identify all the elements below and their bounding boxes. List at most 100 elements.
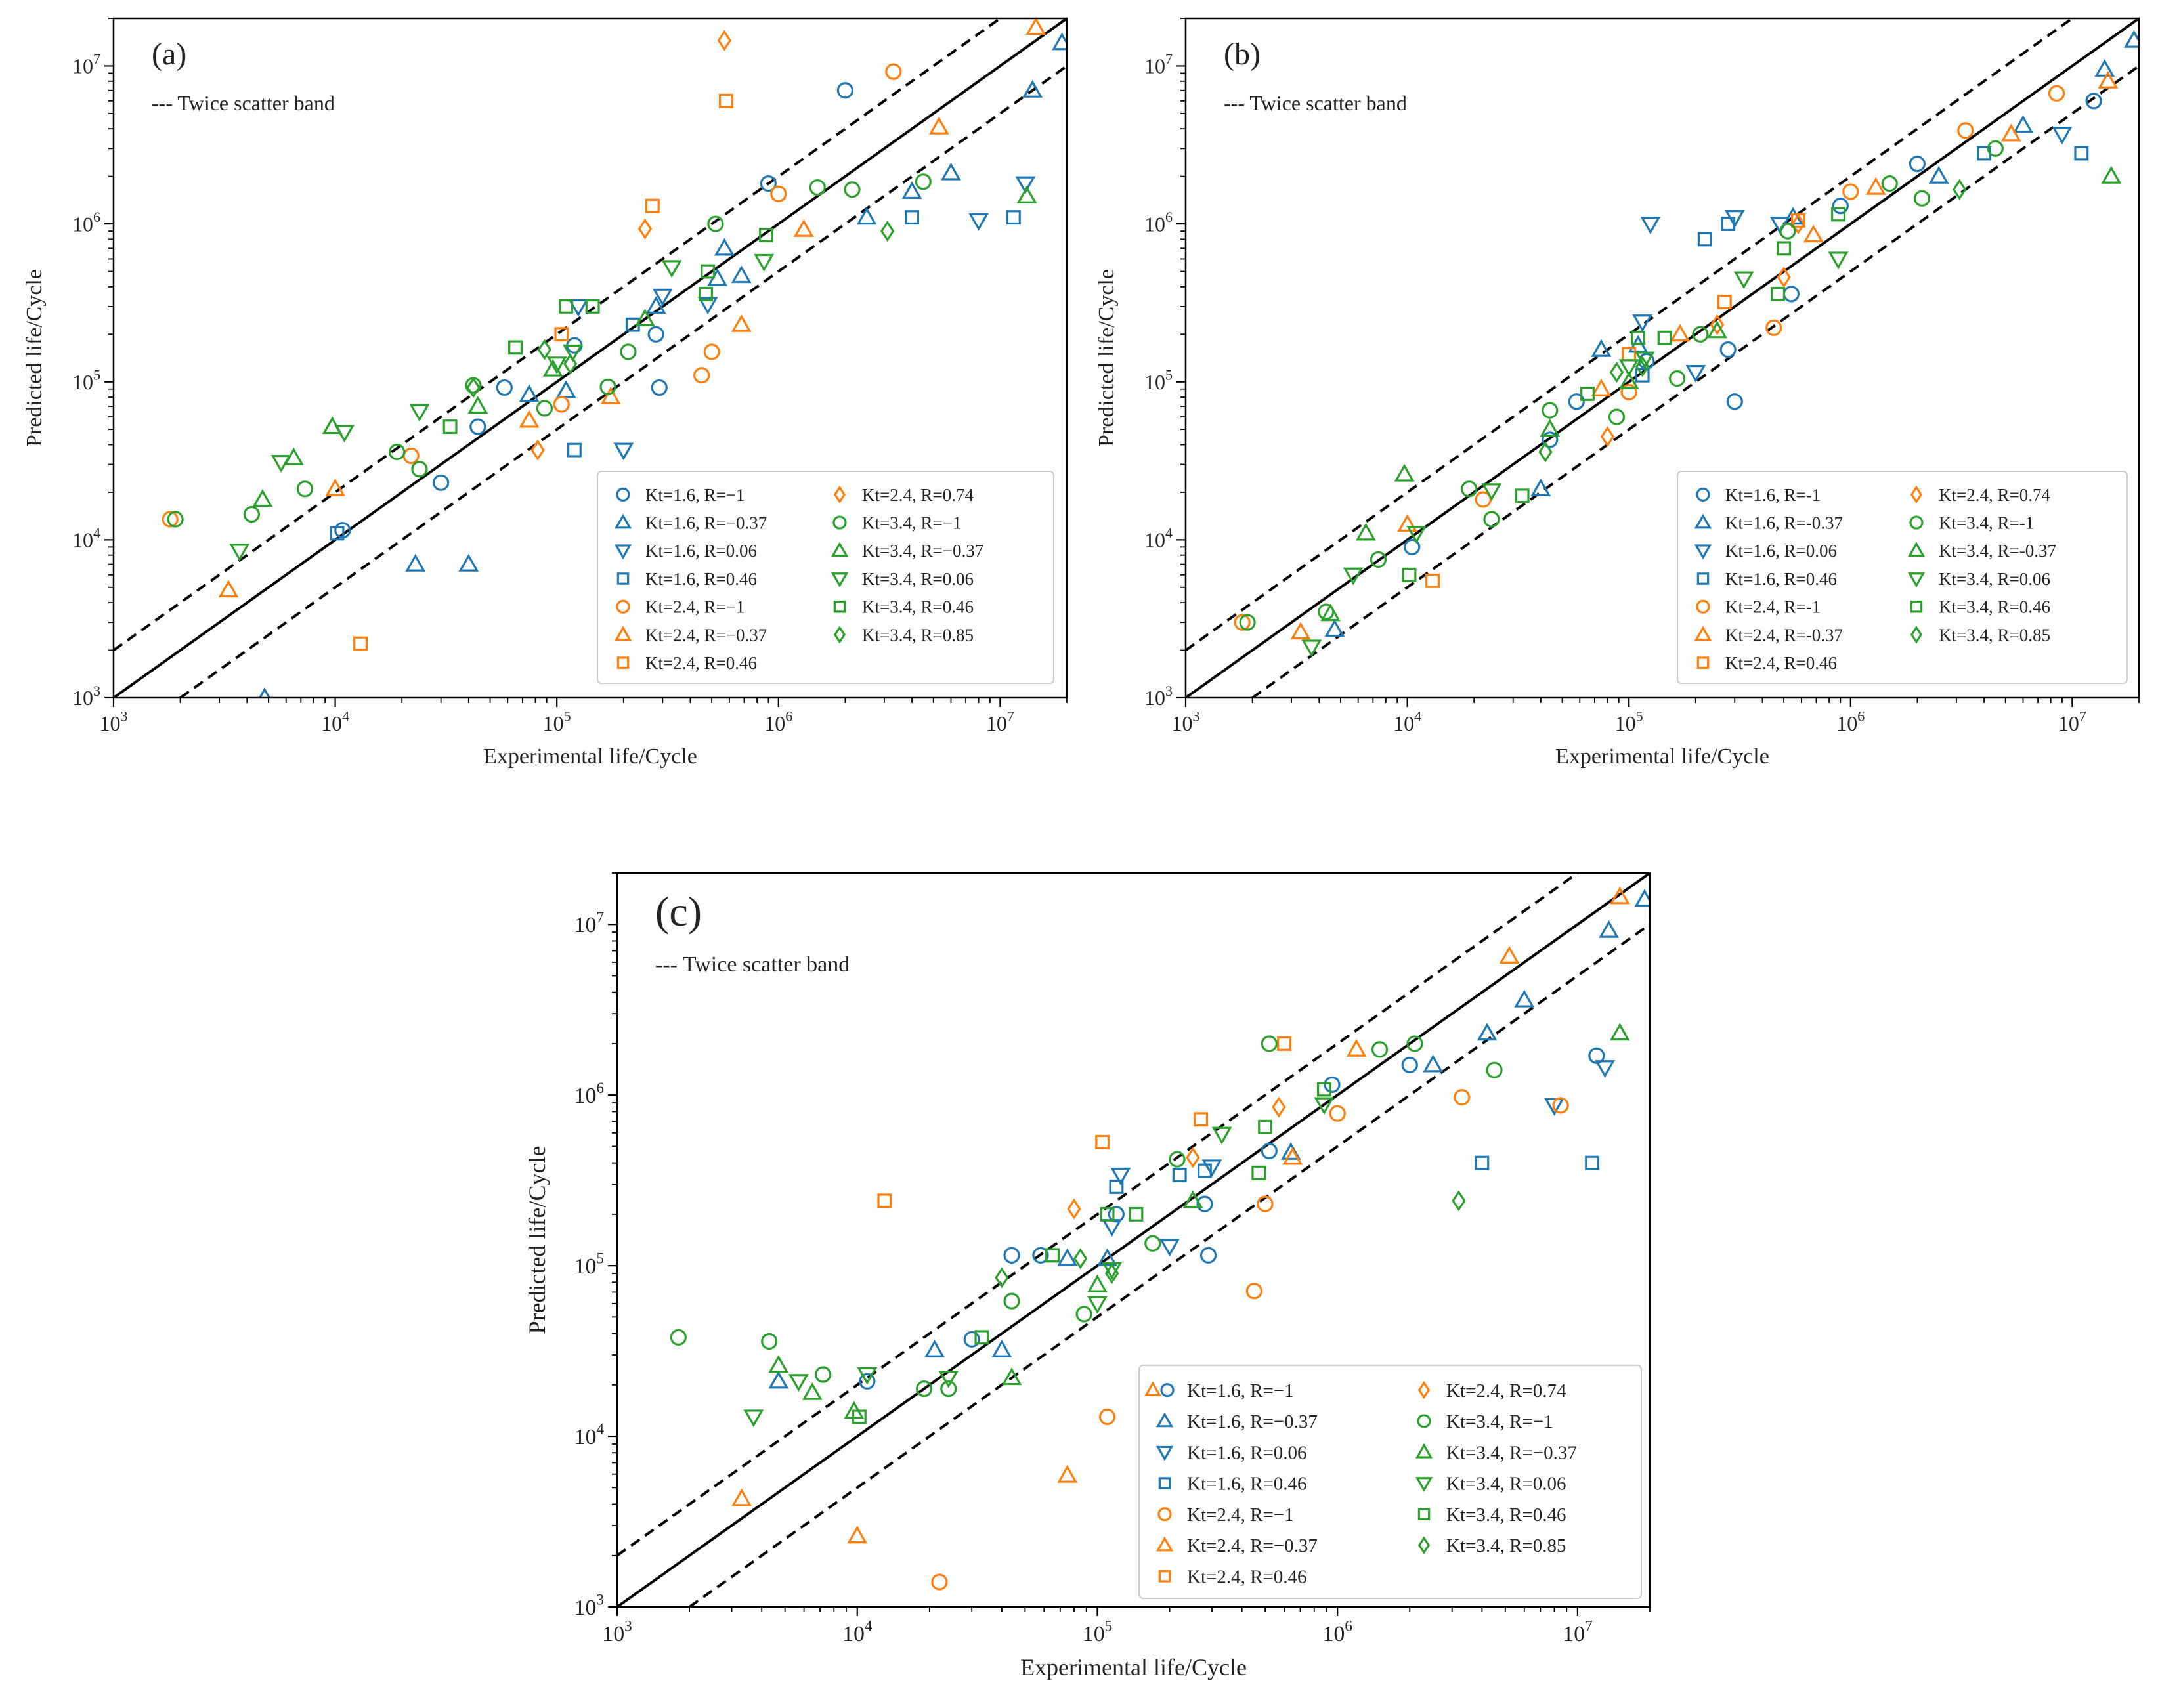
data-point <box>905 210 919 225</box>
data-point <box>2101 165 2122 184</box>
data-point <box>1097 1248 1117 1266</box>
legend-label: Kt=1.6, R=−1 <box>645 485 745 505</box>
data-point <box>167 511 184 528</box>
y-tick-label: 107 <box>574 909 605 937</box>
ref-line-y-equals-x <box>1186 18 2139 698</box>
data-point <box>553 396 570 413</box>
data-point <box>1001 1367 1022 1386</box>
data-point <box>940 1380 957 1398</box>
data-point <box>1003 1247 1020 1264</box>
data-point <box>1073 1248 1088 1270</box>
data-point <box>559 299 574 314</box>
legend-label: Kt=2.4, R=−0.37 <box>645 625 767 645</box>
legend-entry: Kt=2.4, R=−0.37 <box>614 625 767 645</box>
legend-entry: Kt=1.6, R=−0.37 <box>1155 1411 1318 1432</box>
series-10 <box>1301 251 1849 658</box>
data-point <box>567 442 582 458</box>
data-point <box>1290 622 1311 640</box>
series-8 <box>670 1035 1503 1398</box>
legend-entry: Kt=3.4, R=0.85 <box>1910 625 2050 645</box>
data-point <box>568 299 589 317</box>
data-point <box>1540 419 1561 437</box>
data-point <box>1865 177 1886 195</box>
data-point <box>1719 341 1737 358</box>
legend-entry: Kt=3.4, R=-1 <box>1909 513 2034 533</box>
ref-line-lower-band <box>179 64 1067 698</box>
data-point <box>530 439 545 461</box>
legend-entry: Kt=1.6, R=0.06 <box>1694 541 1837 561</box>
data-point <box>793 219 814 237</box>
axes-frame <box>1184 17 2140 699</box>
legend-label: Kt=1.6, R=-1 <box>1725 485 1821 505</box>
data-point <box>1257 1195 1274 1212</box>
legend-entry: Kt=1.6, R=0.46 <box>1696 569 1837 589</box>
data-point <box>768 1355 789 1373</box>
ref-line-upper-band <box>114 18 1001 652</box>
legend-label: Kt=1.6, R=−0.37 <box>1187 1411 1318 1432</box>
legend-marker <box>614 544 632 560</box>
y-tick-label: 105 <box>72 367 100 394</box>
series-11 <box>852 1082 1331 1424</box>
legend-entry: Kt=3.4, R=0.06 <box>831 569 974 589</box>
axes-frame <box>616 872 1651 1608</box>
data-point <box>519 384 540 402</box>
data-point <box>389 443 406 461</box>
legend-label: Kt=1.6, R=0.06 <box>1187 1442 1307 1463</box>
data-point <box>1483 511 1500 528</box>
data-point <box>1075 1306 1092 1323</box>
data-point <box>635 309 655 327</box>
series-12 <box>995 1190 1466 1289</box>
data-point <box>1067 1198 1081 1220</box>
data-point <box>759 228 773 243</box>
series-2 <box>1632 127 2073 383</box>
data-point <box>1261 1142 1278 1160</box>
data-point <box>409 404 430 422</box>
data-point <box>1595 1060 1615 1078</box>
data-point <box>697 297 718 315</box>
axes-frame <box>112 17 1068 699</box>
data-point <box>852 1409 867 1424</box>
data-point <box>2048 85 2065 102</box>
legend-label: Kt=1.6, R=0.06 <box>1725 541 1837 561</box>
legend-label: Kt=2.4, R=0.46 <box>1725 653 1837 673</box>
legend-marker <box>616 656 630 669</box>
data-point <box>458 553 479 572</box>
legend-marker <box>616 487 630 502</box>
legend-box <box>597 471 1054 684</box>
x-tick-label: 107 <box>986 708 1014 735</box>
legend-label: Kt=2.4, R=-1 <box>1725 597 1821 617</box>
data-point <box>1087 1274 1108 1292</box>
data-point <box>229 544 250 562</box>
legend-marker <box>1910 626 1923 644</box>
legend-label: Kt=2.4, R=0.74 <box>1939 485 2050 505</box>
data-point <box>599 378 616 395</box>
data-point <box>916 1380 933 1398</box>
legend-entry: Kt=2.4, R=−0.37 <box>1155 1535 1318 1556</box>
legend-label: Kt=1.6, R=-0.37 <box>1725 513 1843 533</box>
data-point <box>2094 58 2115 77</box>
x-tick-label: 106 <box>1322 1618 1352 1646</box>
data-point <box>761 1333 778 1350</box>
legend-label: Kt=3.4, R=−1 <box>1446 1411 1553 1432</box>
series-2 <box>568 176 1036 461</box>
series-12 <box>466 221 895 398</box>
data-point <box>968 213 989 231</box>
legend-marker <box>1155 1536 1174 1552</box>
data-point <box>931 1573 948 1591</box>
legend-entry: Kt=2.4, R=-0.37 <box>1694 625 1843 645</box>
data-point <box>652 288 673 307</box>
data-point <box>1707 320 1727 339</box>
legend-marker <box>1155 1445 1174 1461</box>
legend-marker <box>833 600 846 613</box>
data-point <box>433 474 450 491</box>
series-7 <box>1600 213 1805 448</box>
data-point <box>856 207 877 225</box>
chart-panel-c: 103 104 105 106 107 103 104 105 106 107 Experiment… <box>524 872 1651 1680</box>
data-point <box>1670 324 1691 342</box>
data-point <box>496 379 513 396</box>
data-point <box>1957 122 1974 139</box>
data-point <box>647 326 664 343</box>
y-tick-label: 104 <box>1144 524 1173 551</box>
legend-marker <box>1155 1412 1174 1428</box>
legend-marker <box>831 542 849 557</box>
